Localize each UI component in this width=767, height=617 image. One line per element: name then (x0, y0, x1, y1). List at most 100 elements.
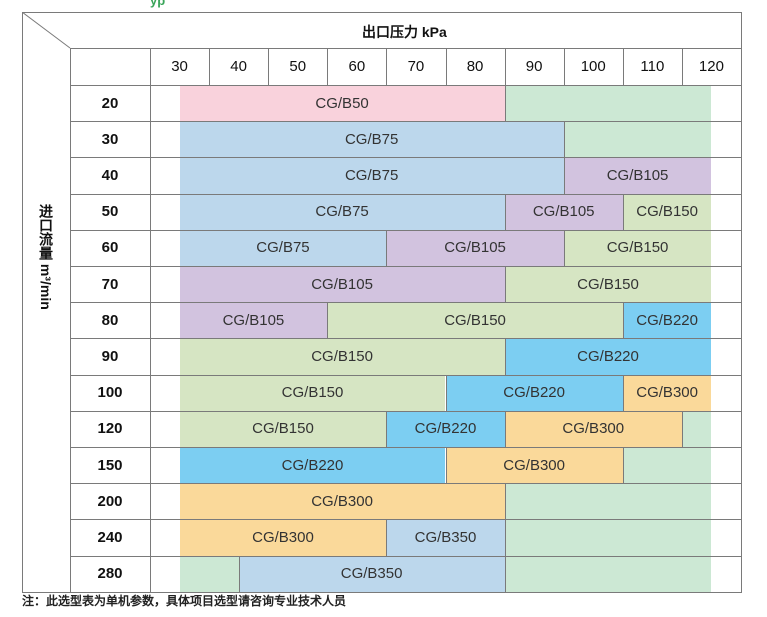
model-segment: CG/B220 (386, 410, 505, 447)
empty-segment (681, 410, 712, 447)
model-segment: CG/B350 (238, 555, 505, 592)
flow-row-label: 50 (101, 203, 119, 221)
segment-divider (327, 302, 329, 339)
row-divider (70, 555, 741, 557)
header-divider (70, 48, 741, 49)
model-segment: CG/B220 (504, 338, 712, 375)
flow-row-label: 100 (97, 384, 123, 402)
row-divider (70, 374, 741, 376)
model-segment: CG/B75 (179, 157, 564, 194)
empty-segment (504, 555, 712, 592)
model-segment: CG/B220 (179, 447, 446, 484)
model-segment: CG/B150 (179, 338, 505, 375)
pressure-column-label: 110 (640, 58, 665, 75)
flow-row-label: 60 (101, 239, 119, 257)
segment-divider (238, 555, 240, 592)
flow-row-label: 120 (97, 420, 123, 438)
pressure-column-label: 30 (171, 58, 188, 75)
row-divider (70, 447, 741, 448)
model-segment: CG/B150 (179, 410, 387, 447)
row-divider (70, 410, 741, 412)
empty-segment (563, 121, 712, 158)
segment-divider (386, 229, 388, 266)
segment-divider (622, 193, 624, 230)
pressure-column-label: 120 (698, 58, 724, 75)
pressure-column-label: 100 (580, 58, 606, 75)
model-segment: CG/B105 (179, 266, 505, 303)
segment-divider (504, 410, 506, 447)
flow-row-label: 150 (97, 456, 123, 474)
column-divider (681, 48, 683, 85)
pressure-column-label: 70 (407, 58, 425, 75)
row-divider (70, 157, 741, 159)
flow-row-label: 240 (97, 528, 123, 546)
flow-row-label: 20 (101, 94, 119, 112)
flow-row-label: 90 (101, 347, 119, 365)
segment-divider (445, 374, 447, 411)
column-divider (563, 48, 565, 85)
column-divider (327, 48, 329, 85)
flow-row-label: 280 (97, 565, 123, 583)
row-divider (70, 338, 741, 340)
footnote: 注：此选型表为单机参数，具体项目选型请咨询专业技术人员 (22, 594, 347, 608)
model-segment: CG/B300 (622, 374, 712, 411)
model-segment: CG/B150 (622, 193, 712, 230)
table-border-bottom (22, 591, 742, 593)
flow-row-label: 200 (97, 492, 123, 510)
segment-divider (622, 447, 624, 484)
segment-divider (386, 519, 388, 556)
pressure-column-label: 50 (289, 58, 307, 75)
flow-row-label: 70 (101, 275, 119, 293)
pressure-column-label: 60 (348, 58, 366, 75)
segment-divider (622, 302, 624, 339)
row-divider (70, 483, 741, 485)
row-divider (70, 519, 741, 521)
column-divider (741, 48, 742, 85)
segment-divider (504, 519, 506, 556)
segment-divider (504, 266, 506, 303)
pressure-column-label: 90 (525, 58, 543, 75)
top-partial-text: yp (150, 0, 166, 8)
model-segment: CG/B105 (386, 229, 564, 266)
model-segment: CG/B150 (504, 266, 712, 303)
table-border-left (22, 12, 23, 592)
segment-divider (563, 229, 565, 266)
segment-divider (681, 410, 683, 447)
model-segment: CG/B150 (327, 302, 623, 339)
segment-divider (563, 121, 565, 158)
segment-divider (563, 157, 565, 194)
row-divider (70, 193, 741, 195)
column-divider (209, 48, 211, 85)
empty-segment (504, 483, 712, 520)
segment-divider (445, 447, 447, 484)
model-segment: CG/B300 (179, 519, 387, 556)
row-divider (70, 229, 741, 231)
segment-divider (622, 374, 624, 411)
row-divider (70, 266, 741, 267)
label-column-left (70, 48, 71, 592)
model-segment: CG/B75 (179, 229, 387, 266)
model-segment: CG/B105 (504, 193, 623, 230)
empty-segment (504, 519, 712, 556)
model-segment: CG/B50 (179, 85, 505, 122)
column-divider (386, 48, 388, 85)
segment-divider (504, 85, 506, 122)
row-divider (70, 121, 741, 123)
pressure-column-label: 40 (230, 58, 247, 75)
segment-divider (504, 338, 506, 375)
flow-row-label: 80 (101, 311, 119, 329)
header-bottom (70, 85, 741, 86)
outlet-pressure-title: 出口压力 kPa (362, 24, 447, 40)
segment-divider (386, 410, 388, 447)
flow-row-label: 40 (101, 166, 119, 184)
model-segment: CG/B300 (179, 483, 505, 520)
table-border-top (22, 12, 741, 13)
model-segment: CG/B350 (386, 519, 505, 556)
model-segment: CG/B300 (445, 447, 623, 484)
corner-diagonal-line (22, 12, 71, 49)
model-segment: CG/B150 (179, 374, 446, 411)
label-column-right (150, 48, 151, 592)
row-divider (70, 302, 741, 304)
empty-segment (622, 447, 712, 484)
